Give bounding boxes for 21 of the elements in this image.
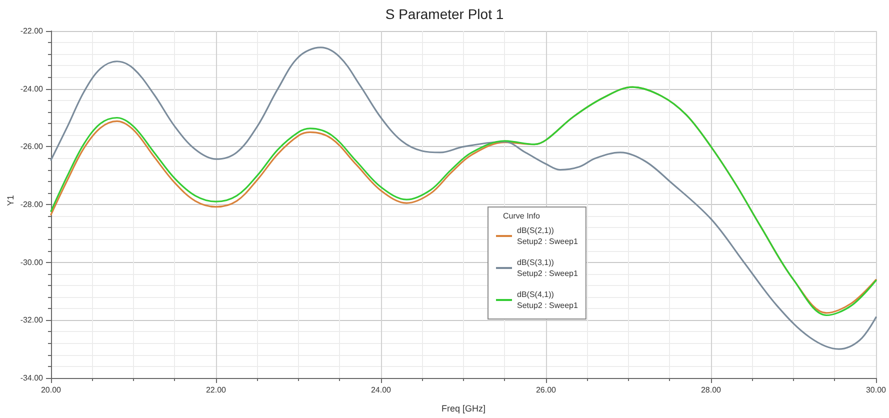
y-tick-label: -28.00 <box>20 200 44 209</box>
y-tick-label: -30.00 <box>20 258 44 267</box>
y-tick-label: -26.00 <box>20 142 44 152</box>
x-tick-label: 24.00 <box>370 386 392 394</box>
x-tick-label: 28.00 <box>700 386 722 394</box>
x-tick-label: 30.00 <box>866 386 887 394</box>
chart-title: S Parameter Plot 1 <box>385 6 504 22</box>
x-tick-label: 20.00 <box>40 386 62 394</box>
x-tick-label: 26.00 <box>536 386 557 394</box>
legend-label: dB(S(3,1)) Setup2 : Sweep1 <box>517 258 578 278</box>
line-series <box>50 46 877 350</box>
legend-label: dB(S(4,1)) Setup2 : Sweep1 <box>517 290 578 310</box>
y-tick-label: -22.00 <box>20 26 44 36</box>
x-axis-title: Freq [GHz] <box>441 404 486 414</box>
y-tick-label: -32.00 <box>20 316 44 325</box>
y-axis-title: Y1 <box>6 194 16 206</box>
y-tick-label: -24.00 <box>20 84 44 94</box>
legend-title: Curve Info <box>503 212 540 220</box>
x-tick-label: 22.00 <box>206 386 227 394</box>
legend-label: dB(S(2,1)) Setup2 : Sweep1 <box>517 226 578 246</box>
y-tick-label: -34.00 <box>20 374 44 382</box>
